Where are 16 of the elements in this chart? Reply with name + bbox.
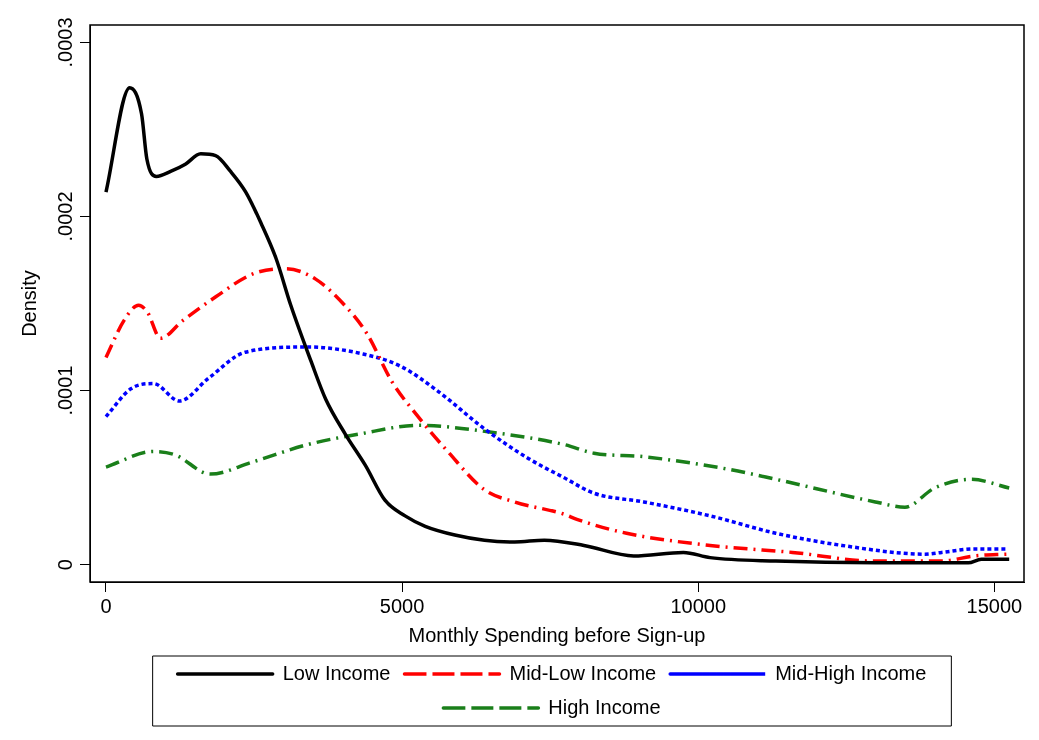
x-axis-title: Monthly Spending before Sign-up <box>408 623 706 646</box>
y-tick-label: .0003 <box>53 17 76 68</box>
line-series <box>104 85 1011 565</box>
y-tick-label: .0002 <box>53 191 76 242</box>
legend-label: High Income <box>548 695 661 718</box>
y-tick-label: 0 <box>53 559 76 571</box>
x-tick-label: 0 <box>100 594 112 617</box>
y-axis-title: Density <box>17 270 40 337</box>
x-tick-label: 10000 <box>670 594 727 617</box>
legend-label: Mid-Low Income <box>509 661 657 684</box>
line-series <box>104 423 1011 509</box>
x-tick-label: 15000 <box>966 594 1023 617</box>
legend-label: Mid-High Income <box>775 661 927 684</box>
legend-label: Low Income <box>282 661 391 684</box>
y-tick-label: .0001 <box>53 365 76 416</box>
x-tick-label: 5000 <box>379 594 425 617</box>
